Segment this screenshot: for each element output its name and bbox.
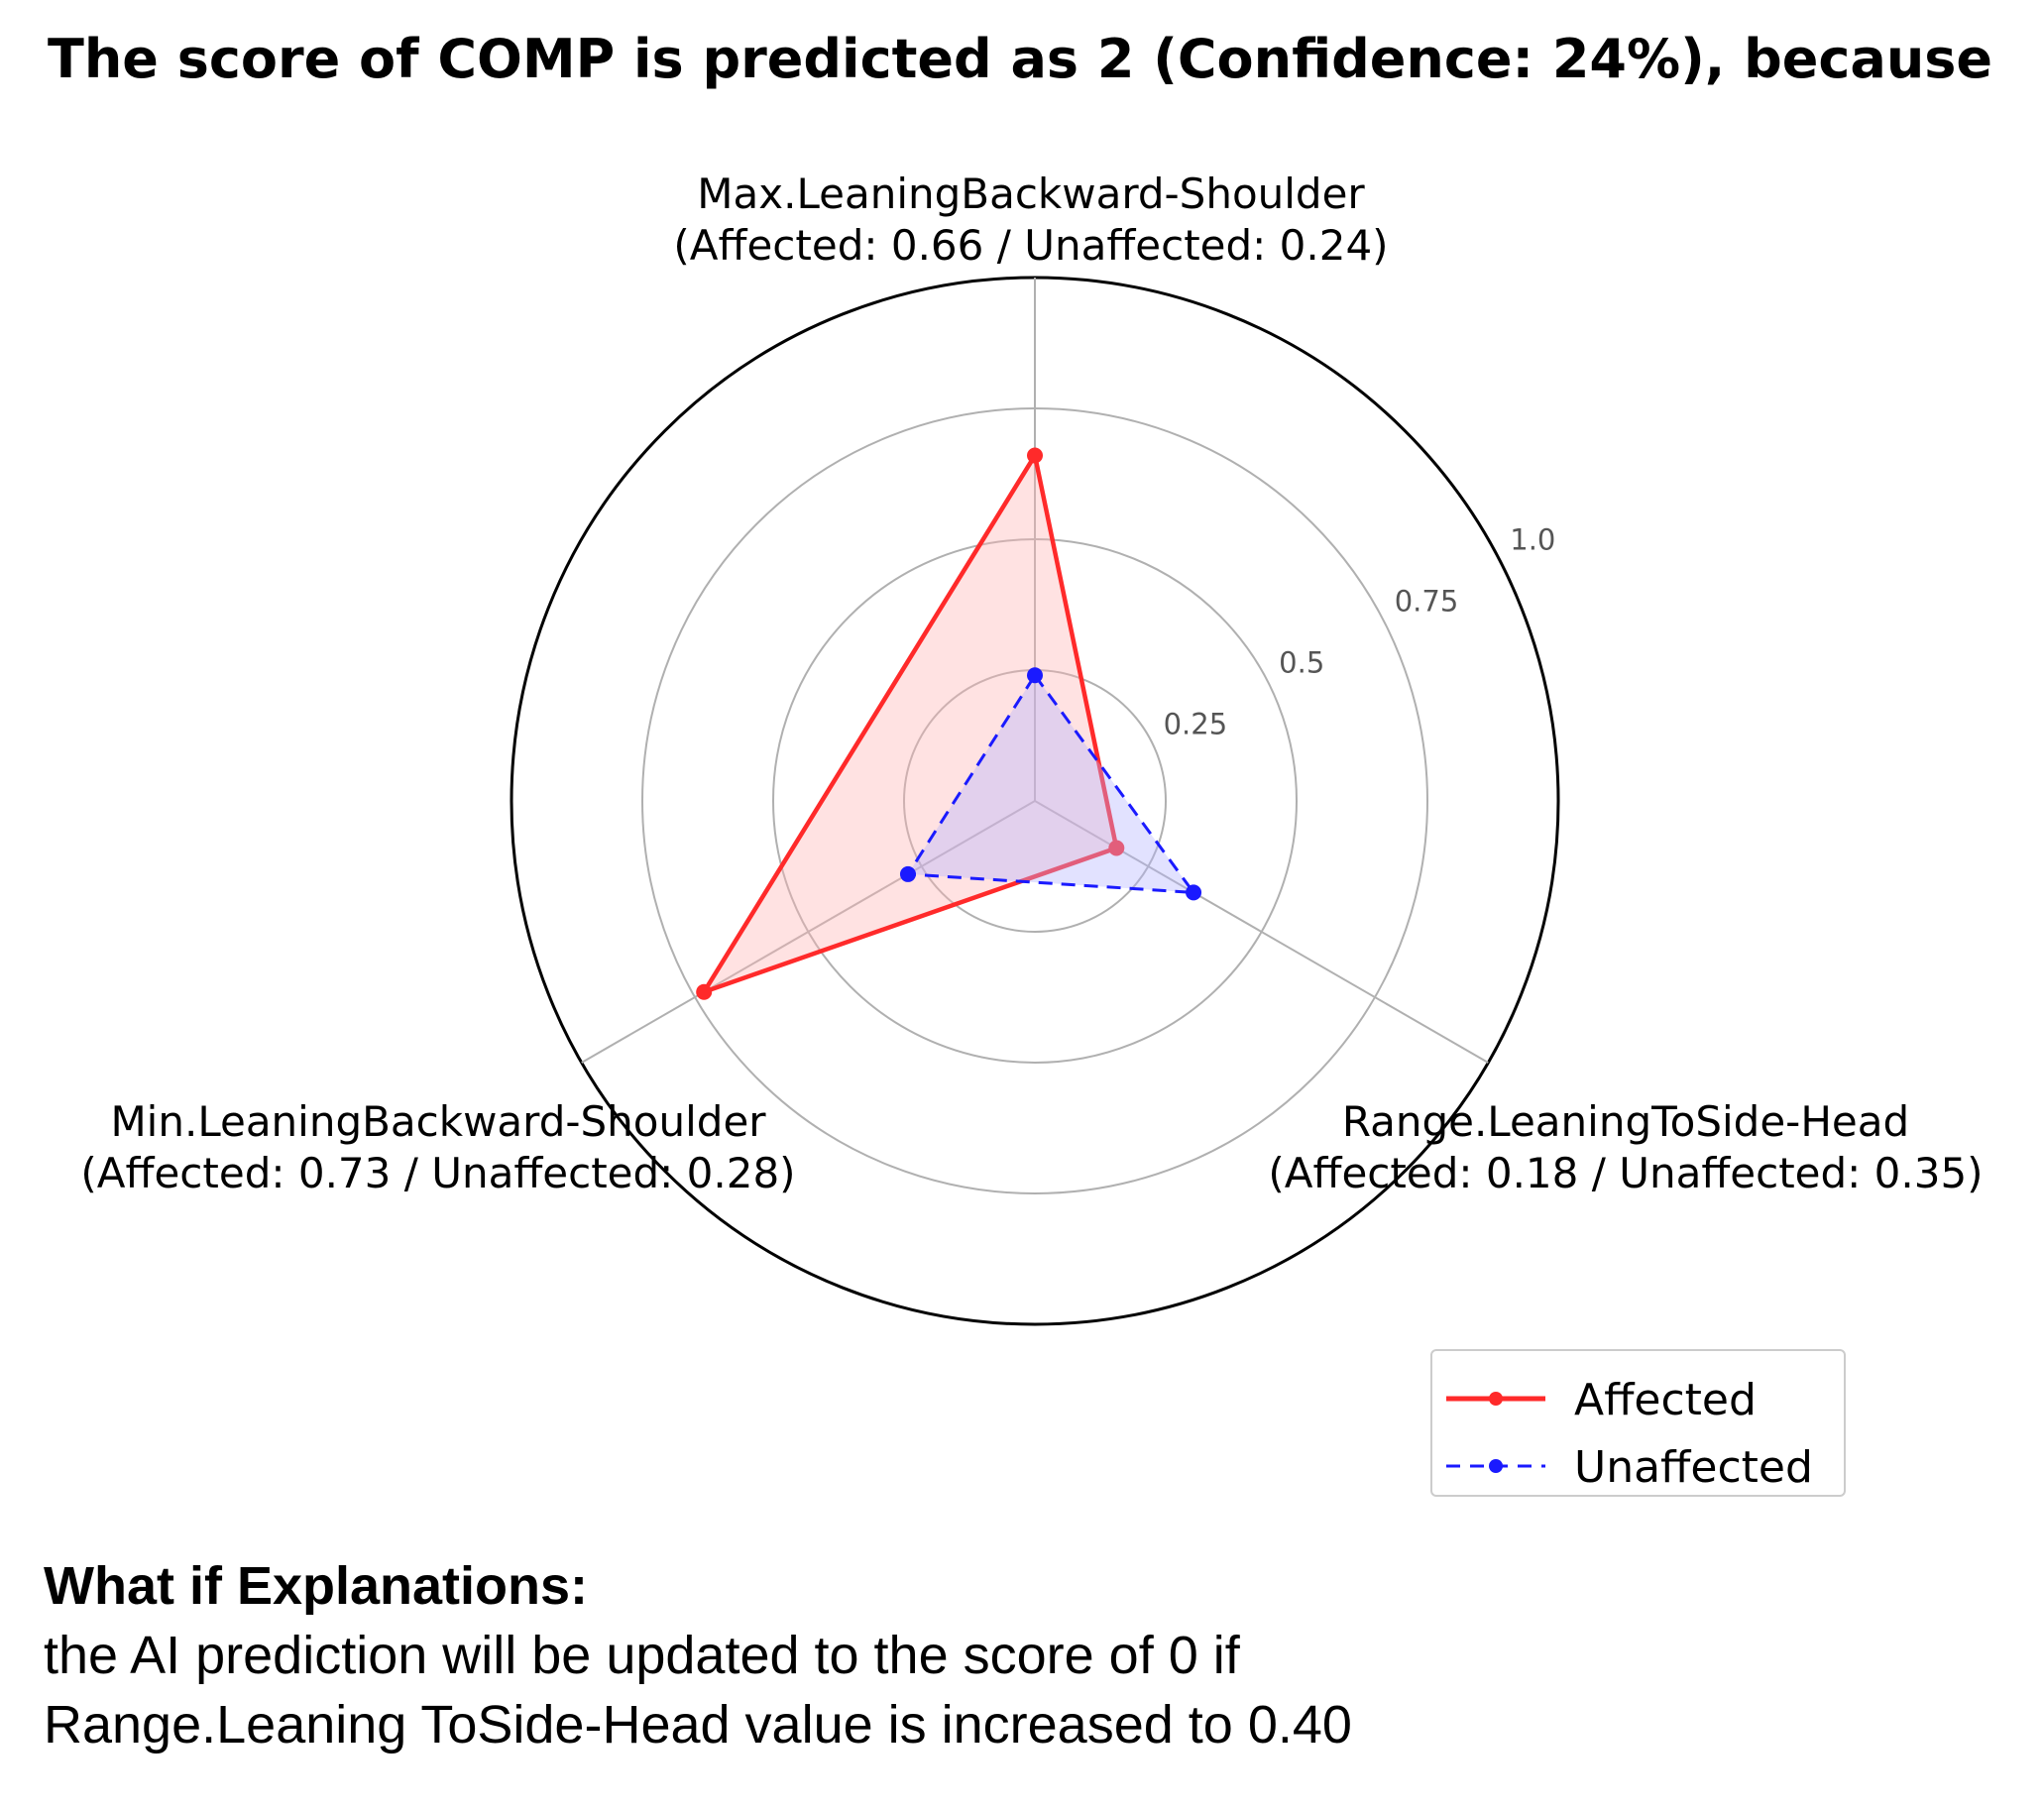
axis-label-detail: (Affected: 0.73 / Unaffected: 0.28): [80, 1149, 795, 1197]
legend-label-affected: Affected: [1574, 1375, 1757, 1425]
radial-tick-label: 0.75: [1395, 584, 1459, 618]
explanation-heading: What if Explanations:: [44, 1556, 589, 1616]
data-point-unaffected: [1027, 667, 1043, 684]
radial-tick-label: 1.0: [1510, 522, 1555, 556]
chart-title: The score of COMP is predicted as 2 (Con…: [48, 28, 1993, 90]
axis-label-detail: (Affected: 0.18 / Unaffected: 0.35): [1268, 1149, 1983, 1197]
axis-label-name: Min.LeaningBackward-Shoulder: [110, 1097, 766, 1146]
radar-series: [696, 447, 1202, 1000]
axis-label-name: Max.LeaningBackward-Shoulder: [697, 170, 1365, 218]
legend-affected-swatch: [1446, 1392, 1545, 1406]
series-line-affected: [698, 449, 1119, 996]
axis-label-detail: (Affected: 0.66 / Unaffected: 0.24): [673, 221, 1388, 270]
legend-item-unaffected: Unaffected: [1432, 1436, 1844, 1496]
radar-spoke: [581, 800, 1036, 1064]
axis-label-name: Range.LeaningToSide-Head: [1342, 1097, 1909, 1146]
data-point-affected: [696, 983, 713, 1000]
axis-labels: Max.LeaningBackward-Shoulder(Affected: 0…: [80, 170, 1983, 1197]
legend-unaffected-swatch: [1446, 1459, 1545, 1473]
radial-tick-label: 0.5: [1279, 645, 1324, 679]
series-fill-affected: [704, 455, 1117, 992]
radial-tick-label: 0.25: [1164, 707, 1228, 740]
data-point-unaffected: [899, 865, 916, 882]
legend: Affected Unaffected: [1430, 1349, 1846, 1497]
data-point-affected: [1108, 840, 1125, 856]
series-line-unaffected: [905, 672, 1197, 895]
series-fill-unaffected: [907, 675, 1194, 893]
what-if-explanation: What if Explanations: the AI prediction …: [44, 1551, 1352, 1759]
explanation-line-1: the AI prediction will be updated to the…: [44, 1626, 1240, 1685]
data-point-affected: [1027, 447, 1043, 464]
data-point-unaffected: [1186, 884, 1202, 901]
radial-tick-labels: 0.25 0.5 0.75 1.0: [1164, 522, 1556, 740]
legend-label-unaffected: Unaffected: [1574, 1442, 1813, 1493]
explanation-line-2: Range.Leaning ToSide-Head value is incre…: [44, 1695, 1352, 1755]
legend-item-affected: Affected: [1432, 1369, 1844, 1428]
